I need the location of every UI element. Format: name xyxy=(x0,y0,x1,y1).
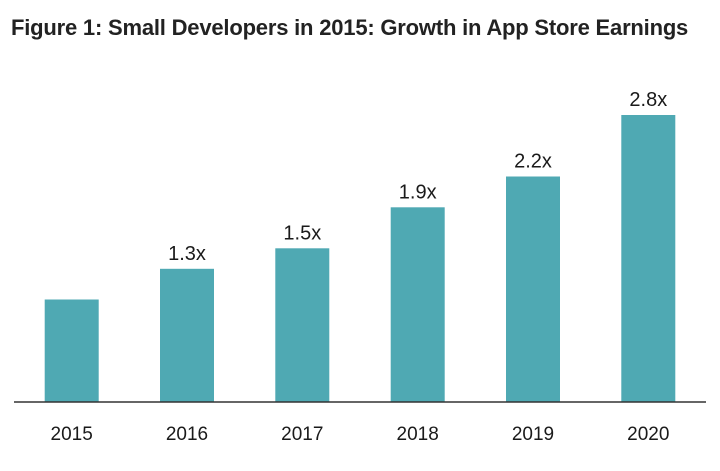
x-tick-label-2018: 2018 xyxy=(397,424,439,445)
data-label-2017: 1.5x xyxy=(283,222,321,244)
x-tick-label-2019: 2019 xyxy=(512,424,554,445)
chart-title: Figure 1: Small Developers in 2015: Grow… xyxy=(11,15,689,40)
bars-group xyxy=(44,115,676,403)
bar-2016 xyxy=(160,268,214,403)
data-label-2018: 1.9x xyxy=(399,181,437,203)
bar-2018 xyxy=(390,207,445,403)
bar-2017 xyxy=(275,248,330,403)
data-labels-group: 1.3x 1.5x 1.9x 2.2x 2.8x xyxy=(168,89,667,265)
x-tick-label-2020: 2020 xyxy=(627,424,669,445)
x-tick-label-2016: 2016 xyxy=(166,424,208,445)
data-label-2020: 2.8x xyxy=(629,89,667,111)
data-label-2019: 2.2x xyxy=(514,151,552,173)
bar-2019 xyxy=(506,176,560,402)
bar-2020 xyxy=(621,115,676,402)
data-label-2016: 1.3x xyxy=(168,243,206,265)
x-tick-label-2017: 2017 xyxy=(281,424,323,445)
x-tick-labels-group: 2015 2016 2017 2018 2019 2020 xyxy=(51,424,670,445)
bar-2015 xyxy=(44,299,99,402)
x-tick-label-2015: 2015 xyxy=(51,424,93,445)
